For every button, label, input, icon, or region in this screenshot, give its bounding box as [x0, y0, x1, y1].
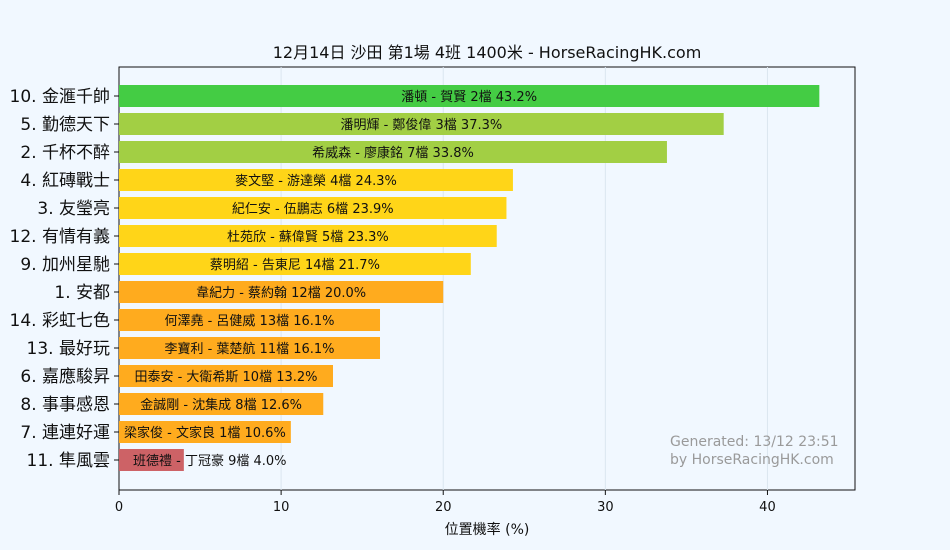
bar-label: 潘明輝 - 鄭俊偉 3檔 37.3% [340, 118, 502, 133]
y-axis-labels: 10. 金滙千帥 5. 勤德天下 2. 千杯不醉 4. 紅磚戰士 3. 友瑩亮 12. 有… [10, 87, 119, 471]
grid-lines [280, 67, 768, 490]
x-tick-label: 30 [597, 500, 614, 515]
bar-label: 紀仁安 - 伍鵬志 6檔 23.9% [232, 202, 394, 217]
bar-label: 梁家俊 - 文家良 1檔 10.6% [124, 425, 286, 441]
bar-label: 韋紀力 - 蔡約翰 12檔 20.0% [196, 286, 366, 301]
y-tick-label: 13. 最好玩 [27, 339, 110, 359]
bar-label: 麥文堅 - 游達榮 4檔 24.3% [235, 173, 397, 189]
bar [119, 365, 333, 387]
bar-label: 班德禮 - 丁冠豪 9檔 4.0% [133, 453, 287, 469]
y-tick-label: 7. 連連好運 [20, 423, 110, 443]
bar [119, 85, 820, 107]
bar-labels: 潘頓 - 賀賢 2檔 43.2% 潘明輝 - 鄭俊偉 3檔 37.3% 希威森 - … [124, 90, 537, 469]
annotation-generated: Generated: 13/12 23:51 [670, 434, 839, 450]
x-tick-label: 20 [435, 500, 452, 515]
y-tick-label: 5. 勤德天下 [20, 115, 110, 135]
bar-label: 李寶利 - 葉楚航 11檔 16.1% [164, 341, 334, 357]
plot-area [118, 66, 856, 491]
x-axis-label: 位置機率 (%) [445, 521, 530, 538]
bar [119, 421, 291, 443]
y-tick-label: 2. 千杯不醉 [20, 143, 110, 163]
bar [119, 225, 497, 247]
y-tick-label: 8. 事事感恩 [20, 395, 110, 415]
bar [119, 449, 184, 471]
bar-label: 蔡明紹 - 告東尼 14檔 21.7% [210, 257, 380, 273]
bar [119, 281, 444, 303]
bar-label: 金誠剛 - 沈集成 8檔 12.6% [140, 397, 302, 413]
y-tick-label: 12. 有情有義 [10, 227, 110, 247]
x-tick-label: 0 [115, 500, 123, 515]
annotation-site: by HorseRacingHK.com [670, 452, 834, 468]
x-tick-label: 40 [759, 500, 776, 515]
bar [119, 253, 471, 275]
bar-label: 何澤堯 - 呂健威 13檔 16.1% [164, 313, 334, 329]
bar [119, 141, 667, 163]
bar [119, 113, 724, 135]
bar [119, 197, 507, 219]
bar [119, 309, 381, 331]
chart-title: 12月14日 沙田 第1場 4班 1400米 - HorseRacingHK.c… [273, 43, 702, 62]
bar-label: 杜苑欣 - 蘇偉賢 5檔 23.3% [227, 230, 389, 245]
y-tick-label: 10. 金滙千帥 [10, 87, 110, 107]
bar [119, 393, 324, 415]
y-tick-label: 3. 友瑩亮 [37, 199, 110, 219]
y-tick-label: 9. 加州星馳 [20, 255, 110, 275]
bars [119, 85, 820, 471]
y-tick-label: 14. 彩虹七色 [10, 311, 110, 331]
bar-label: 希威森 - 廖康銘 7檔 33.8% [312, 145, 474, 161]
x-tick-label: 10 [273, 500, 290, 515]
x-axis-ticks: 0 10 20 30 40 [115, 490, 776, 515]
y-tick-label: 6. 嘉應駿昇 [20, 366, 110, 387]
y-tick-label: 11. 隼風雲 [27, 451, 110, 471]
y-tick-label: 4. 紅磚戰士 [20, 171, 110, 191]
y-tick-label: 1. 安都 [54, 283, 110, 303]
bar-label: 田泰安 - 大衛希斯 10檔 13.2% [134, 370, 317, 385]
bar [119, 337, 381, 359]
bar-label: 潘頓 - 賀賢 2檔 43.2% [401, 90, 537, 105]
bar [119, 169, 513, 191]
